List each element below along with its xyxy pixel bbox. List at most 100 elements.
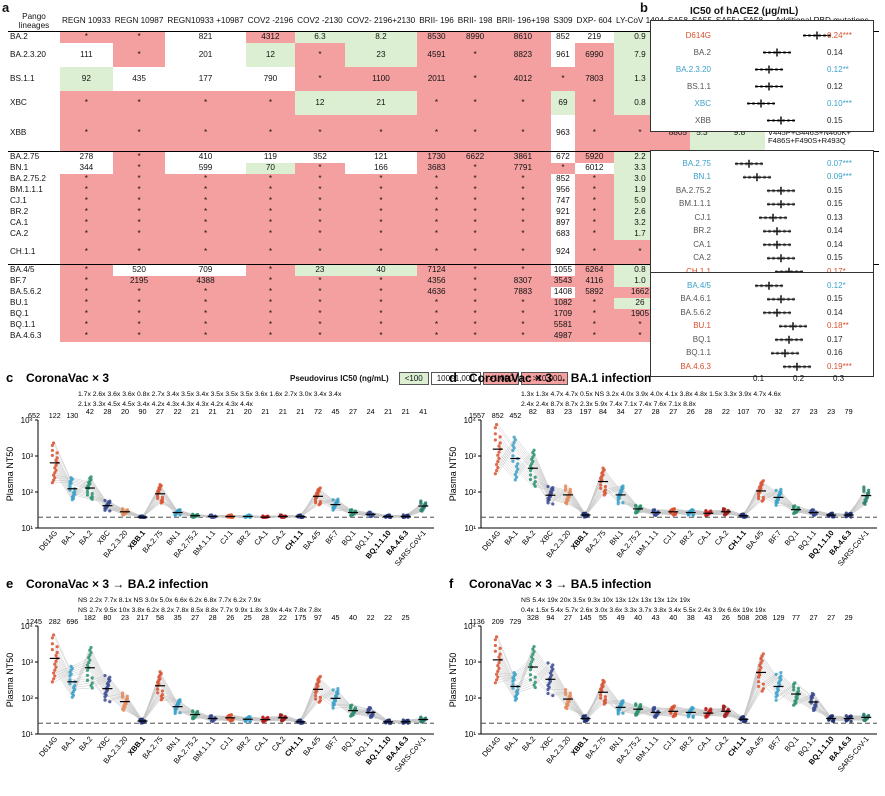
sample-point bbox=[51, 441, 56, 445]
sample-point bbox=[602, 680, 606, 684]
x-category-label: BA.1 bbox=[503, 529, 520, 547]
donor-trace bbox=[497, 648, 867, 722]
sample-point bbox=[315, 689, 319, 693]
ic50-cell: * bbox=[417, 91, 456, 116]
ic50-cell: * bbox=[112, 240, 166, 265]
sample-point bbox=[548, 679, 553, 683]
sample-point bbox=[159, 671, 163, 676]
ic50-cell: * bbox=[112, 163, 166, 175]
ic50-cell: * bbox=[165, 218, 246, 230]
sample-point bbox=[603, 485, 608, 489]
sample-point bbox=[674, 713, 678, 717]
ic50-cell: 852 bbox=[551, 31, 575, 44]
sample-point bbox=[248, 715, 252, 719]
ic50-cell: * bbox=[60, 218, 113, 230]
sample-point bbox=[108, 678, 112, 683]
ic50-cell: * bbox=[494, 264, 552, 277]
sample-point bbox=[318, 502, 322, 506]
ic50-cell: 4116 bbox=[574, 276, 615, 288]
ic50-cell: * bbox=[165, 207, 246, 219]
hace2-variant-label: CH.1.1 bbox=[651, 267, 711, 276]
donor-trace bbox=[497, 656, 867, 722]
sample-point bbox=[156, 687, 160, 691]
sample-point bbox=[827, 718, 831, 722]
sample-point bbox=[774, 488, 778, 492]
hace2-variant-label: BA.2.3.20 bbox=[675, 64, 711, 74]
sample-point bbox=[160, 495, 165, 499]
fold-change-top: NS 2.2x 7.7x 8.1x NS 3.0x 5.0x 6.6x 6.2x… bbox=[78, 597, 261, 604]
median-value: 28 bbox=[704, 407, 712, 416]
sample-point bbox=[779, 491, 783, 495]
sample-point bbox=[160, 500, 165, 504]
sample-point bbox=[603, 695, 608, 699]
sample-point bbox=[849, 515, 853, 519]
ic50-cell: 7883 bbox=[494, 287, 552, 299]
sample-point bbox=[51, 478, 56, 482]
ic50-cell: * bbox=[344, 309, 418, 321]
x-category-label: CJ.1 bbox=[218, 529, 235, 547]
sample-point bbox=[756, 684, 761, 689]
sample-point bbox=[844, 714, 848, 718]
x-category-label: BA.1 bbox=[60, 735, 77, 753]
ic50-cell: 6990 bbox=[574, 43, 615, 68]
sample-point bbox=[531, 657, 535, 661]
sample-point bbox=[775, 500, 779, 505]
sample-point bbox=[513, 478, 517, 482]
sample-point bbox=[528, 673, 533, 677]
sample-point bbox=[599, 693, 603, 697]
sample-point bbox=[73, 492, 77, 496]
sample-point bbox=[498, 652, 502, 656]
sample-point bbox=[794, 700, 798, 705]
hace2-variant-label: BA.2 bbox=[693, 47, 711, 57]
donor-trace bbox=[497, 659, 867, 720]
median-value: 28 bbox=[652, 407, 660, 416]
ic50-cell: * bbox=[494, 196, 552, 208]
sample-point bbox=[511, 683, 515, 687]
sample-point bbox=[583, 714, 588, 718]
sample-point bbox=[108, 509, 112, 513]
sample-point bbox=[599, 483, 603, 487]
sample-point bbox=[54, 463, 58, 467]
ic50-cell: * bbox=[574, 331, 615, 343]
sample-point bbox=[758, 673, 762, 677]
ic50-cell: * bbox=[455, 67, 495, 92]
ic50-cell: * bbox=[245, 196, 296, 208]
donor-trace bbox=[497, 646, 867, 722]
ic50-cell: 2011 bbox=[417, 67, 456, 92]
median-value: 82 bbox=[529, 407, 537, 416]
sample-point bbox=[546, 501, 550, 505]
median-value: 328 bbox=[527, 613, 539, 622]
donor-trace bbox=[54, 643, 424, 724]
x-category-label: D614G bbox=[37, 528, 59, 552]
sample-point bbox=[533, 685, 537, 690]
median-value: 452 bbox=[509, 411, 521, 420]
ic50-cell: 4591 bbox=[417, 43, 456, 68]
sample-point bbox=[53, 476, 57, 480]
sample-point bbox=[563, 484, 568, 488]
x-category-label: BA.4/5 bbox=[744, 529, 765, 552]
hace2-ic50-value: 0.12* bbox=[827, 280, 846, 290]
ic50-cell: * bbox=[165, 229, 246, 241]
sample-point bbox=[313, 697, 318, 701]
sample-point bbox=[496, 669, 500, 673]
sample-point bbox=[756, 494, 761, 498]
legend-title: Pseudovirus IC50 (ng/mL) bbox=[290, 374, 389, 383]
sample-point bbox=[621, 501, 625, 505]
x-category-label: D614G bbox=[37, 734, 59, 758]
ic50-cell: * bbox=[165, 298, 246, 310]
sample-point bbox=[704, 708, 708, 712]
median-value: 27 bbox=[669, 407, 677, 416]
hace2-ic50-value: 0.12 bbox=[827, 81, 843, 91]
median-value: 122 bbox=[49, 411, 61, 420]
sample-point bbox=[603, 698, 608, 702]
legend-lt100: <100 bbox=[398, 372, 429, 385]
ic50-cell: 963 bbox=[551, 115, 575, 152]
ic50-cell: * bbox=[60, 276, 113, 288]
sample-point bbox=[313, 501, 318, 505]
ic50-cell: 520 bbox=[112, 264, 166, 277]
sample-point bbox=[261, 716, 265, 720]
sample-point bbox=[511, 459, 515, 463]
panel-title: CoronaVac × 3 → BA.5 infection bbox=[469, 577, 651, 591]
sample-point bbox=[849, 715, 853, 719]
ic50-cell: 12 bbox=[245, 43, 296, 68]
